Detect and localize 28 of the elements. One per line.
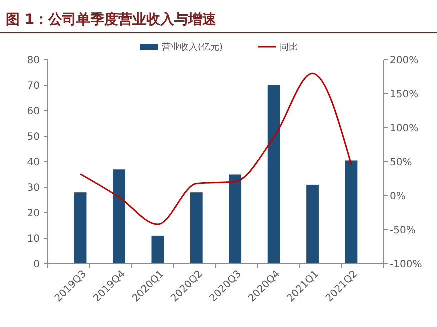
bar (190, 192, 203, 264)
bar (345, 160, 358, 264)
y-tick-label: 60 (27, 106, 40, 118)
y-tick-label: 10 (27, 234, 40, 245)
line-series (80, 72, 352, 226)
chart-title: 图 1：公司单季度营业收入与增速 (6, 11, 218, 28)
y-tick-label: 20 (27, 208, 40, 220)
y-tick-label: 70 (27, 81, 40, 92)
bar (113, 170, 126, 264)
bar (229, 174, 242, 264)
bar (306, 184, 319, 264)
y-tick-label: 50 (27, 132, 40, 143)
y2-tick-label: 50% (390, 158, 412, 168)
y-tick-label: 30 (27, 183, 40, 194)
y2-tick-label: 150% (390, 90, 419, 100)
legend-label: 同比 (280, 42, 298, 54)
bar (74, 192, 87, 264)
y-tick-label: 80 (27, 56, 40, 66)
bar (152, 236, 164, 264)
legend-label: 营业收入(亿元) (162, 42, 224, 54)
y2-tick-label: -50% (390, 226, 416, 236)
y2-tick-label: 0% (390, 192, 406, 202)
y-tick-label: 0 (34, 260, 40, 270)
y2-tick-label: 100% (390, 124, 419, 134)
y2-tick-label: -100% (390, 260, 422, 270)
y2-tick-label: 200% (390, 56, 419, 66)
bar (268, 86, 280, 264)
y-tick-label: 40 (27, 158, 40, 168)
